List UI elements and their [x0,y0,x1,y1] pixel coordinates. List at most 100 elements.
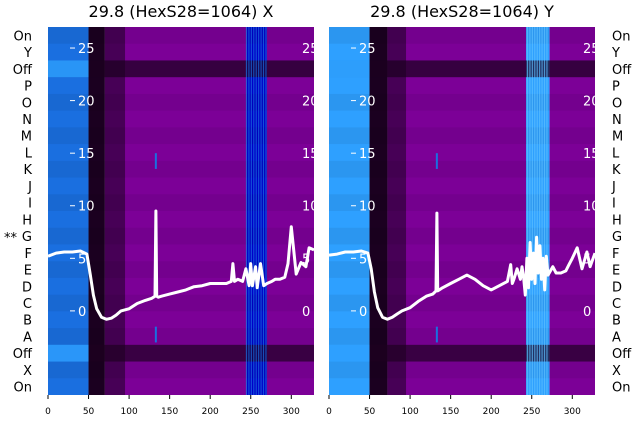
y-tick-label: 25 [359,42,376,57]
marker-label: ** [4,231,18,246]
heat-streak [531,27,533,395]
x-tick-label: 50 [364,407,376,417]
row-label-right: A [612,330,621,345]
row-label-left: B [23,314,32,329]
heat-streak [255,27,257,395]
row-label-left: H [22,213,32,228]
x-tick-label: 50 [83,407,95,417]
y-tick-label: 25 [78,42,95,57]
heat-row-off-top [88,60,314,78]
heat-streak [539,27,541,395]
row-label-left: On [14,381,32,396]
heat-row [48,361,314,379]
y-tick-label: 5 [359,252,367,267]
heat-row [329,194,595,211]
y-tick-label: 15 [78,147,95,162]
heat-row [48,93,314,111]
heat-shade [88,27,126,395]
row-label-right: On [612,381,630,396]
y-tick-label-right: 10 [583,200,600,215]
row-label-right: C [612,297,621,312]
heat-row-off-bottom [88,344,314,362]
chart-title-y: 29.8 (HexS28=1064) Y [370,2,554,21]
heat-row [329,27,595,44]
heat-streak [546,27,548,395]
row-label-right: M [612,130,623,145]
row-label-right: B [612,314,621,329]
heat-row [48,160,314,178]
heat-row-off-bottom-left [329,344,370,362]
row-label-left: A [23,330,32,345]
y-tick-label-right: 25 [583,42,600,57]
row-label-left: J [27,180,32,195]
row-label-left: N [22,113,32,128]
x-tick-label: 250 [242,407,259,417]
heat-streak [258,27,260,395]
heat-row [48,328,314,345]
y-tick-label-right: 25 [302,42,319,57]
row-label-right: On [612,29,630,44]
row-label-left: M [21,130,32,145]
y-tick-label-right: 0 [302,305,310,320]
row-label-right: H [612,213,622,228]
heat-row-off-top [369,60,595,78]
heat-row-off-top-left [329,60,370,78]
row-label-right: L [612,146,620,161]
x-tick-label: 0 [326,407,332,417]
row-label-right: P [612,80,620,95]
row-label-left: D [22,280,32,295]
y-tick-label: 15 [359,147,376,162]
x-tick-label: 100 [121,407,138,417]
heat-band [549,27,595,395]
row-label-right: K [612,163,621,178]
row-label-left: On [14,29,32,44]
row-label-right: X [612,364,621,379]
heat-streak [248,27,250,395]
row-label-right: G [612,230,622,245]
row-label-right: Y [611,46,620,61]
y-tick-label: 0 [78,305,86,320]
row-label-right: I [612,197,616,212]
heat-row [329,93,595,111]
heat-row [48,194,314,211]
y-tick-label: 5 [78,252,86,267]
heat-row [329,328,595,345]
x-tick-label: 200 [483,407,500,417]
heat-band [387,27,527,395]
row-label-right: Off [612,63,632,78]
heat-row-off-bottom [369,344,595,362]
x-tick-label: 0 [45,407,51,417]
axis-ticks: 0 50 100 150 200 250 300 0 50 100 150 200 250 300 [45,395,581,417]
heat-streak [260,27,262,395]
row-label-right: Off [612,347,632,362]
row-label-right: F [612,247,619,262]
row-label-right: E [612,264,620,279]
chart-title-x: 29.8 (HexS28=1064) X [89,2,274,21]
row-label-left: L [25,146,33,161]
x-tick-label: 250 [523,407,540,417]
y-tick-label-right: 15 [583,147,600,162]
heat-row [329,361,595,379]
heat-streak [250,27,252,395]
y-tick-label-right: 20 [583,95,600,110]
y-tick-label: 0 [359,305,367,320]
heat-streak [534,27,536,395]
x-tick-label: 300 [283,407,300,417]
y-tick-label-right: 15 [302,147,319,162]
heat-streak [265,27,267,395]
row-label-right: D [612,280,622,295]
heat-row [48,27,314,44]
heat-row-off-top-left [48,60,89,78]
row-label-left: O [22,96,32,111]
heat-streak [541,27,543,395]
row-label-right: O [612,96,622,111]
row-label-left: E [24,264,32,279]
heat-row-off-bottom-left [48,344,89,362]
y-tick-label: 20 [359,95,376,110]
row-label-left: P [24,80,32,95]
